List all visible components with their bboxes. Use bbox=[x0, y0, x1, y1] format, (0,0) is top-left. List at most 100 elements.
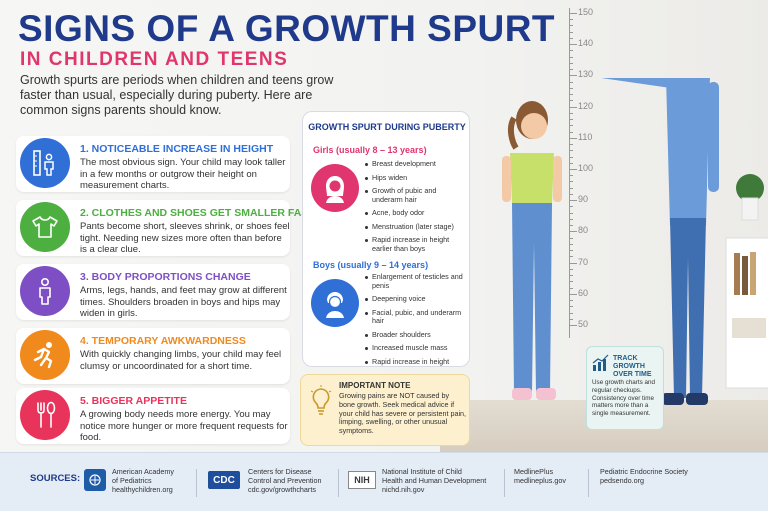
ruler-tick bbox=[569, 75, 577, 77]
ruler-minor-tick bbox=[569, 87, 573, 89]
ruler-tick bbox=[569, 200, 577, 202]
sign-card-appetite: 5. BIGGER APPETITE A growing body needs … bbox=[16, 388, 290, 444]
ruler-label: 70 bbox=[578, 256, 589, 267]
list-item: Deepening voice bbox=[365, 294, 469, 304]
list-item: Facial, pubic, and underarm hair bbox=[365, 308, 469, 326]
list-item: Acne, body odor bbox=[365, 208, 469, 218]
ruler-minor-tick bbox=[569, 218, 573, 220]
ruler-label: 120 bbox=[578, 100, 594, 111]
source-text: American Academy of Pediatrics healthych… bbox=[112, 467, 174, 494]
height-ruler bbox=[569, 8, 570, 338]
sign-title: 2. CLOTHES AND SHOES GET SMALLER FAST bbox=[80, 207, 315, 219]
lightbulb-icon bbox=[309, 385, 333, 422]
note-title: IMPORTANT NOTE bbox=[339, 381, 411, 390]
ruler-minor-tick bbox=[569, 112, 573, 114]
note-text: Growing pains are NOT caused by bone gro… bbox=[339, 391, 467, 436]
sign-card-proportions: 3. BODY PROPORTIONS CHANGE Arms, legs, h… bbox=[16, 264, 290, 320]
ruler-minor-tick bbox=[569, 31, 573, 33]
nih-logo: NIH bbox=[348, 471, 376, 489]
ruler-label: 60 bbox=[578, 287, 589, 298]
divider bbox=[588, 469, 589, 497]
list-item: Rapid increase in height bbox=[365, 357, 469, 367]
list-item: Increased muscle mass bbox=[365, 343, 469, 353]
sign-text: A growing body needs more energy. You ma… bbox=[80, 409, 288, 443]
ruler-minor-tick bbox=[569, 212, 573, 214]
ruler-minor-tick bbox=[569, 119, 573, 121]
sources-label: SOURCES: bbox=[30, 473, 81, 484]
sign-card-awkwardness: 4. TEMPORARY AWKWARDNESS With quickly ch… bbox=[16, 328, 290, 384]
chart-trend-icon bbox=[592, 354, 610, 377]
source-pes[interactable]: Pediatric Endocrine Society pedsendo.org bbox=[600, 467, 688, 485]
ruler-minor-tick bbox=[569, 94, 573, 96]
source-cdc[interactable]: Centers for Disease Control and Preventi… bbox=[248, 467, 322, 494]
ruler-label: 100 bbox=[578, 163, 594, 173]
children-illustration bbox=[502, 78, 768, 405]
height-measure-icon bbox=[20, 138, 70, 188]
boys-title: Boys (usually 9 – 14 years) bbox=[313, 260, 429, 270]
ruler-minor-tick bbox=[569, 268, 573, 270]
track-growth-card: TRACK GROWTH OVER TIME Use growth charts… bbox=[586, 346, 664, 430]
source-aap[interactable]: American Academy of Pediatrics healthych… bbox=[112, 467, 174, 494]
ruler-label: 150 bbox=[578, 7, 594, 17]
ruler-minor-tick bbox=[569, 275, 573, 277]
ruler-tick bbox=[569, 137, 577, 139]
ruler-minor-tick bbox=[569, 50, 573, 52]
boys-signs-list: Enlargement of testicles and penis Deepe… bbox=[365, 272, 469, 371]
ruler-label: 50 bbox=[578, 319, 589, 329]
ruler-tick bbox=[569, 293, 577, 295]
ruler-minor-tick bbox=[569, 306, 573, 308]
ruler-minor-tick bbox=[569, 125, 573, 127]
source-nichd[interactable]: National Institute of Child Health and H… bbox=[382, 467, 486, 494]
aap-logo-icon bbox=[84, 469, 106, 491]
ruler-minor-tick bbox=[569, 287, 573, 289]
ruler-minor-tick bbox=[569, 225, 573, 227]
puberty-panel-title: GROWTH SPURT DURING PUBERTY bbox=[308, 122, 466, 132]
ruler-minor-tick bbox=[569, 25, 573, 27]
sources-footer: SOURCES: American Academy of Pediatrics … bbox=[0, 452, 768, 511]
list-item: Broader shoulders bbox=[365, 330, 469, 340]
list-item: Menstruation (later stage) bbox=[365, 222, 469, 232]
puberty-panel: GROWTH SPURT DURING PUBERTY Girls (usual… bbox=[302, 111, 470, 367]
ruler-minor-tick bbox=[569, 100, 573, 102]
ruler-label: 90 bbox=[578, 194, 589, 205]
ruler-minor-tick bbox=[569, 175, 573, 177]
ruler-minor-tick bbox=[569, 144, 573, 146]
sign-title: 3. BODY PROPORTIONS CHANGE bbox=[80, 271, 251, 283]
source-medlineplus[interactable]: MedlinePlus medlineplus.gov bbox=[514, 467, 566, 485]
ruler-minor-tick bbox=[569, 250, 573, 252]
ruler-minor-tick bbox=[569, 256, 573, 258]
source-text: Centers for Disease Control and Preventi… bbox=[248, 467, 322, 494]
sign-text: Pants become short, sleeves shrink, or s… bbox=[80, 221, 290, 255]
ruler-minor-tick bbox=[569, 56, 573, 58]
ruler-tick bbox=[569, 106, 577, 108]
girls-signs-list: Breast development Hips widen Growth of … bbox=[365, 159, 469, 258]
page-subtitle: IN CHILDREN AND TEENS bbox=[20, 49, 289, 70]
ruler-tick bbox=[569, 231, 577, 233]
ruler-minor-tick bbox=[569, 193, 573, 195]
list-item: Enlargement of testicles and penis bbox=[365, 272, 469, 290]
sign-text: With quickly changing limbs, your child … bbox=[80, 349, 282, 372]
running-icon bbox=[20, 330, 70, 380]
ruler-minor-tick bbox=[569, 206, 573, 208]
track-title: TRACK GROWTH OVER TIME bbox=[613, 355, 652, 378]
divider bbox=[196, 469, 197, 497]
page-title: SIGNS OF A GROWTH SPURT bbox=[18, 8, 556, 49]
ruler-label: 110 bbox=[578, 131, 593, 142]
sign-title: 1. NOTICEABLE INCREASE IN HEIGHT bbox=[80, 143, 274, 155]
sign-title: 5. BIGGER APPETITE bbox=[80, 395, 187, 407]
list-item: Hips widen bbox=[365, 173, 469, 183]
cdc-logo: CDC bbox=[208, 471, 240, 489]
sign-text: The most obvious sign. Your child may lo… bbox=[80, 157, 286, 191]
source-text: MedlinePlus medlineplus.gov bbox=[514, 467, 566, 485]
ruler-minor-tick bbox=[569, 281, 573, 283]
ruler-minor-tick bbox=[569, 187, 573, 189]
list-item: Growth of pubic and underarm hair bbox=[365, 186, 469, 204]
ruler-tick bbox=[569, 262, 577, 264]
intro-text: Growth spurts are periods when children … bbox=[20, 73, 334, 117]
fork-spoon-icon bbox=[20, 390, 70, 440]
ruler-tick bbox=[569, 169, 577, 170]
sign-card-clothes: 2. CLOTHES AND SHOES GET SMALLER FAST Pa… bbox=[16, 200, 315, 256]
ruler-minor-tick bbox=[569, 156, 573, 158]
ruler-label: 80 bbox=[578, 225, 589, 236]
girls-title: Girls (usually 8 – 13 years) bbox=[313, 145, 427, 155]
